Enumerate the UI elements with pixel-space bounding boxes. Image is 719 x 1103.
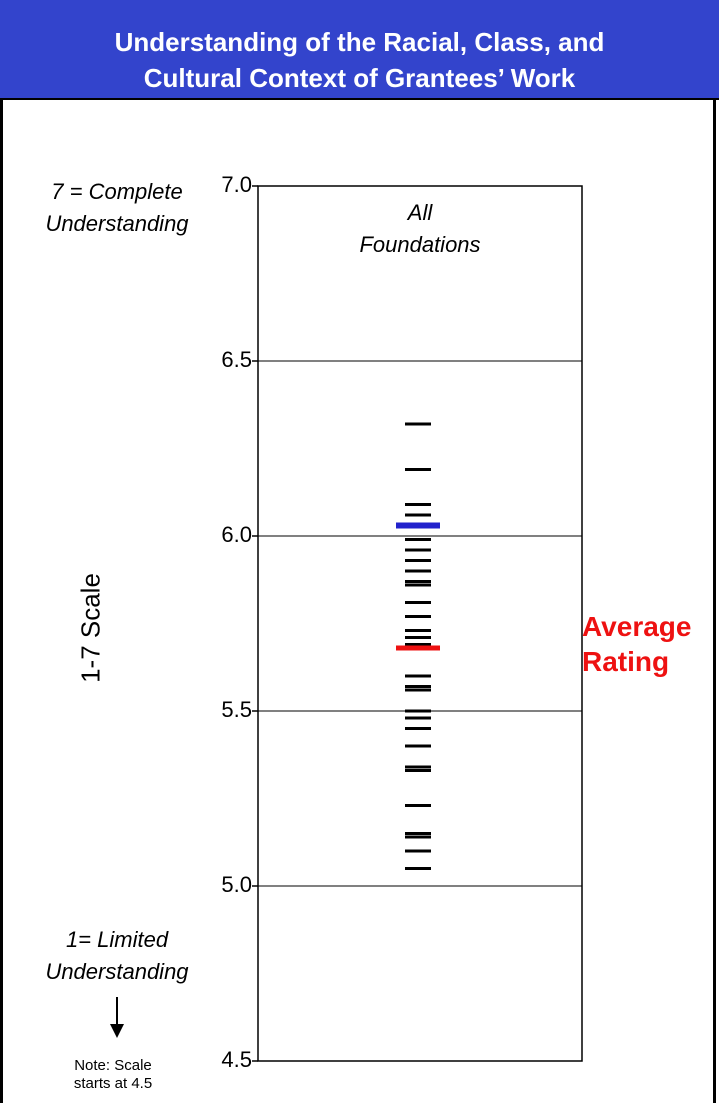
scale-bottom-line-1: 1= Limited bbox=[65, 927, 169, 952]
y-tick-label: 4.5 bbox=[221, 1047, 252, 1072]
scale-note-line-1: Note: Scale bbox=[74, 1057, 152, 1074]
y-tick-label: 7.0 bbox=[221, 172, 252, 197]
plot-area bbox=[257, 185, 583, 1062]
chart-title: Understanding of the Racial, Class, and … bbox=[0, 24, 719, 96]
scale-top-annotation: 7 = Complete Understanding bbox=[22, 176, 212, 240]
scale-top-line-2: Understanding bbox=[45, 211, 189, 236]
category-label: All Foundations bbox=[350, 197, 490, 261]
scale-top-line-1: 7 = Complete bbox=[51, 179, 183, 204]
down-arrow-icon bbox=[110, 1024, 124, 1038]
title-line-1: Understanding of the Racial, Class, and bbox=[114, 27, 605, 57]
y-tick-label: 5.5 bbox=[221, 697, 252, 722]
average-rating-label: Average Rating bbox=[582, 609, 691, 679]
scale-note-line-2: starts at 4.5 bbox=[73, 1075, 153, 1092]
average-label-line-1: Average bbox=[582, 611, 692, 642]
title-bar: Understanding of the Racial, Class, and … bbox=[0, 0, 719, 100]
scale-note: Note: Scale starts at 4.5 bbox=[44, 1057, 182, 1093]
title-line-2: Cultural Context of Grantees’ Work bbox=[143, 63, 576, 93]
y-tick-label: 5.0 bbox=[221, 872, 252, 897]
y-tick-label: 6.0 bbox=[221, 522, 252, 547]
y-tick-label: 6.5 bbox=[221, 347, 252, 372]
category-label-line-2: Foundations bbox=[359, 232, 481, 257]
scale-bottom-annotation: 1= Limited Understanding bbox=[22, 924, 212, 988]
average-label-line-2: Rating bbox=[582, 646, 670, 677]
scale-bottom-line-2: Understanding bbox=[45, 959, 189, 984]
category-label-line-1: All bbox=[407, 200, 433, 225]
y-axis-label: 1-7 Scale bbox=[75, 573, 106, 683]
